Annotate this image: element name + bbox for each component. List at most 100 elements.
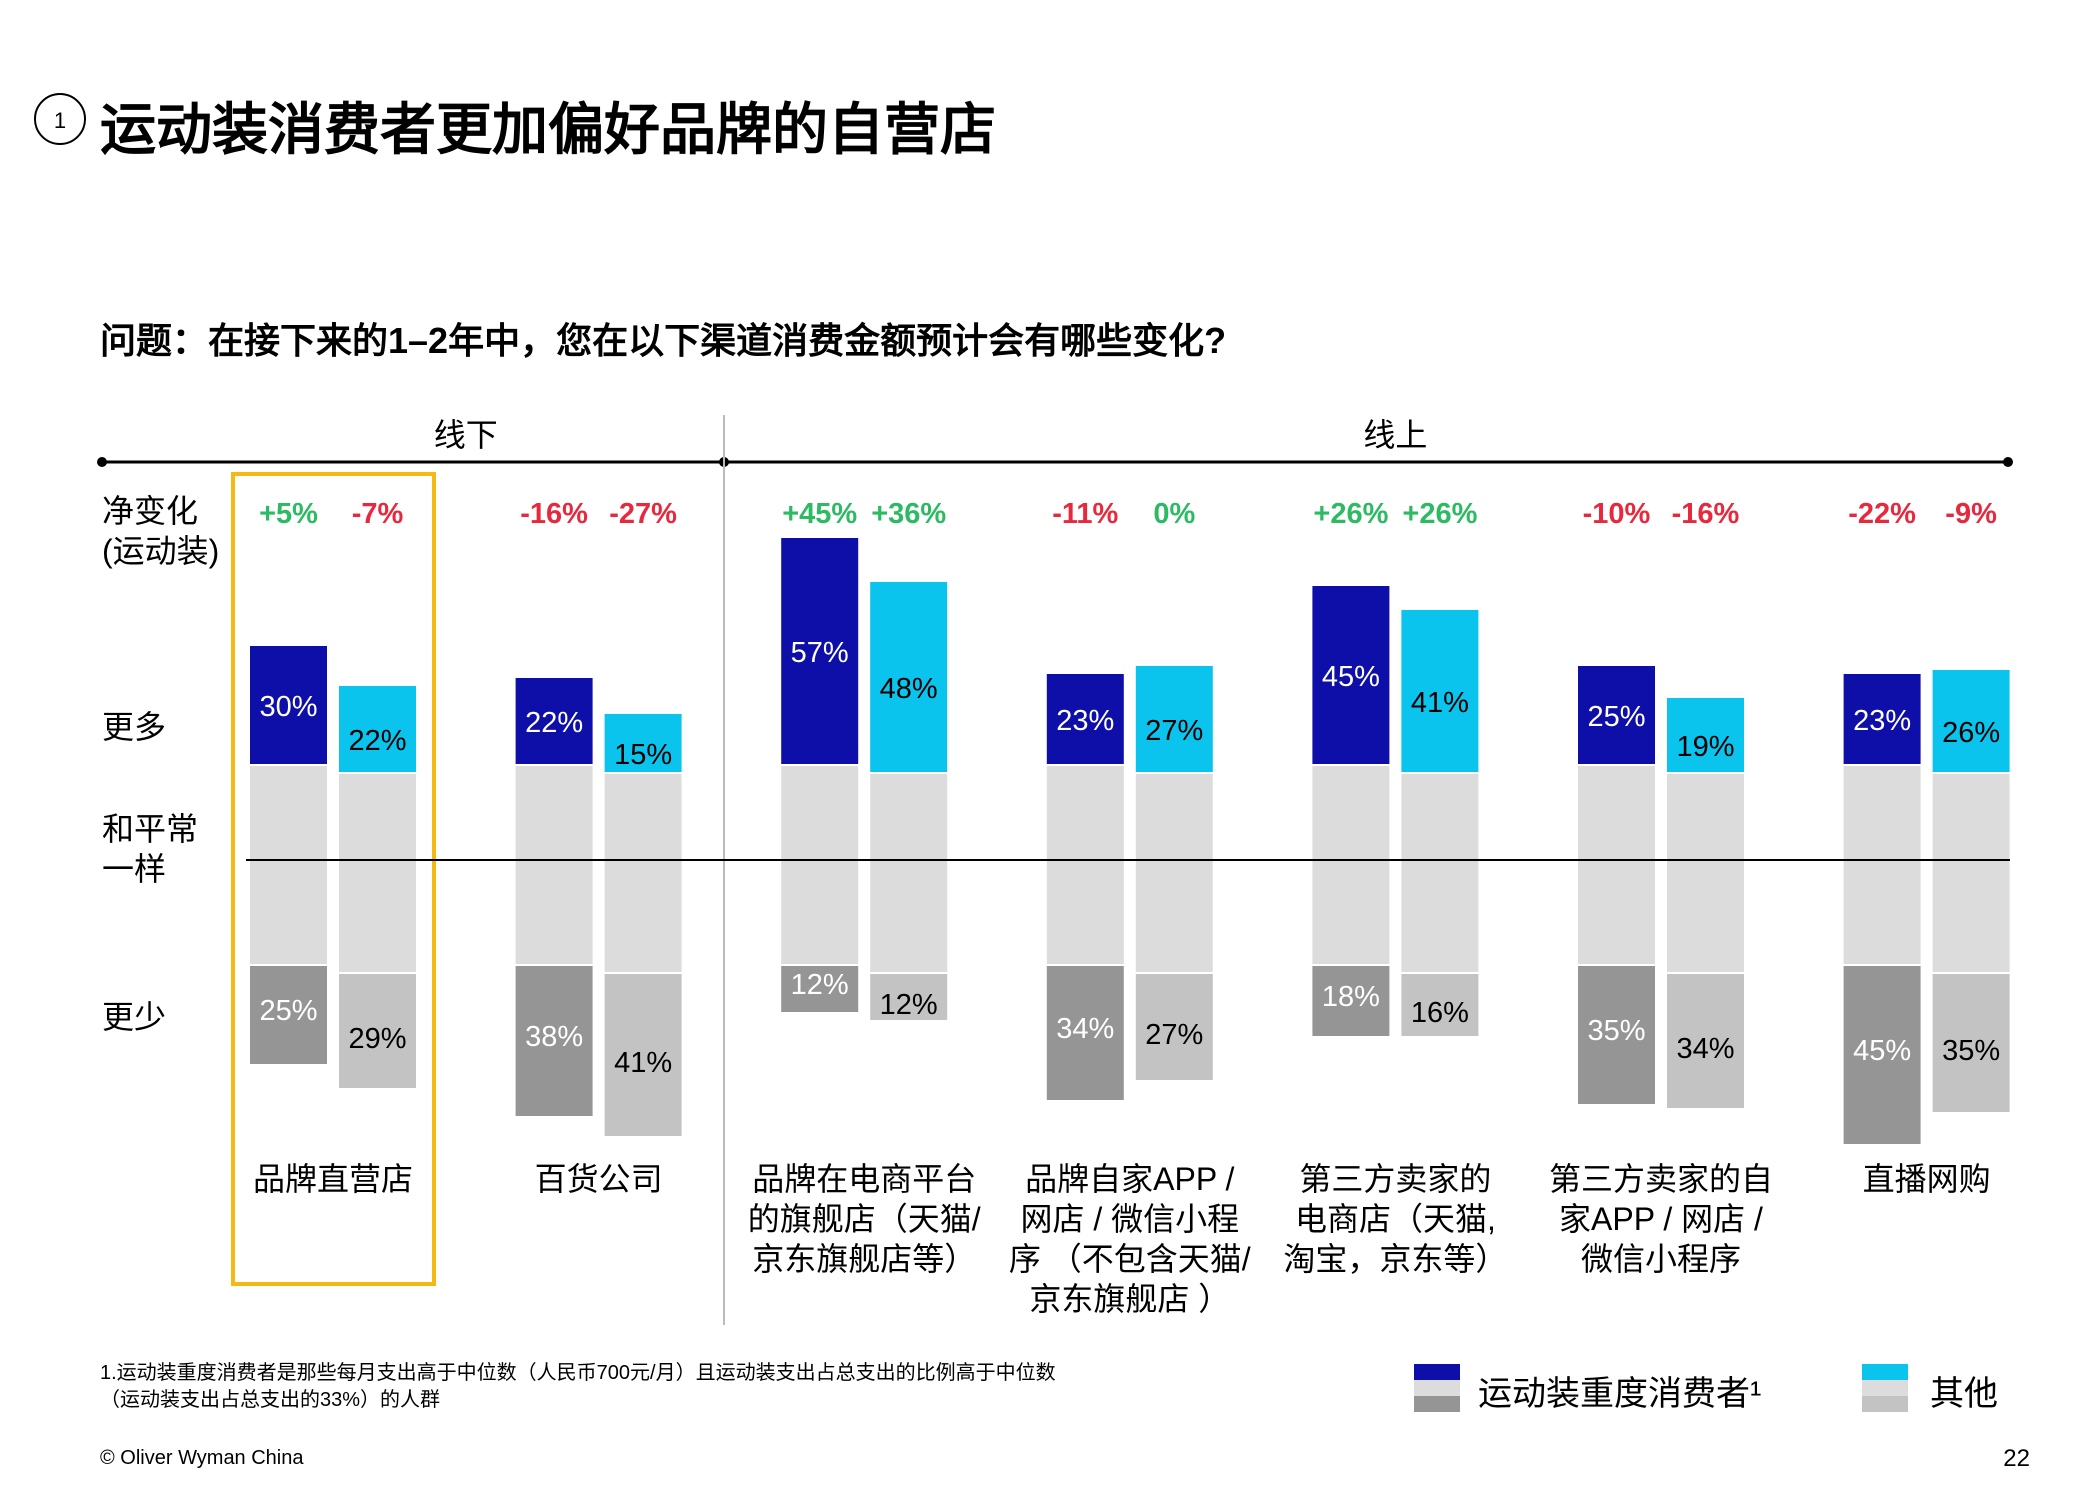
bar-same-6-heavy [1841, 764, 1923, 966]
bar-less-6-other [1930, 972, 2012, 1114]
bar-same-3-heavy [1044, 764, 1126, 966]
group-label-1: 线上 [1363, 417, 1427, 453]
label-less-1-heavy: 38% [525, 1021, 583, 1053]
label-more-1-heavy: 22% [525, 707, 583, 739]
legend-label-other: 其他 [1930, 1375, 1998, 1413]
category-label-3-line-3: 京东旗舰店 ） [1029, 1281, 1230, 1317]
bar-less-2-other [868, 972, 950, 1022]
bar-more-1-other [602, 712, 684, 774]
legend-swatch-other [1862, 1364, 1908, 1412]
label-less-2-other: 12% [880, 989, 938, 1021]
category-label-3-line-0: 品牌自家APP / [1025, 1161, 1234, 1197]
legend-swatch-heavy [1414, 1364, 1460, 1412]
category-label-6-line-0: 直播网购 [1863, 1161, 1991, 1197]
net-change-6-heavy: -22% [1848, 498, 1916, 530]
bar-same-5-heavy [1576, 764, 1657, 966]
category-label-0-line-0: 品牌直营店 [253, 1161, 413, 1197]
category-label-2-line-1: 的旗舰店（天猫/ [748, 1201, 981, 1237]
bar-less-2-heavy [779, 964, 861, 1014]
bar-more-3-other [1133, 664, 1215, 774]
category-label-5-line-1: 家APP / 网店 / [1559, 1201, 1763, 1237]
page-number: 22 [2003, 1445, 2030, 1472]
net-change-3-other: 0% [1153, 498, 1195, 530]
bar-same-2-other [868, 772, 950, 974]
net-change-2-heavy: +45% [782, 498, 857, 530]
row-label-less-line-0: 更少 [102, 999, 166, 1035]
label-less-0-other: 29% [348, 1023, 406, 1055]
bar-less-5-heavy [1576, 964, 1657, 1106]
bar-more-3-heavy [1044, 672, 1126, 766]
label-less-6-heavy: 45% [1853, 1035, 1911, 1067]
bar-more-4-other [1399, 608, 1481, 774]
title-number-badge: 1 [34, 93, 86, 145]
label-less-3-other: 27% [1145, 1019, 1203, 1051]
label-less-3-heavy: 34% [1056, 1013, 1114, 1045]
bar-same-3-other [1133, 772, 1215, 974]
row-label-net-line-0: 净变化 [102, 493, 198, 529]
bar-same-1-other [602, 772, 684, 974]
category-label-5-line-2: 微信小程序 [1581, 1241, 1741, 1277]
label-less-4-other: 16% [1411, 997, 1469, 1029]
bar-less-4-other [1399, 972, 1481, 1038]
label-more-6-other: 26% [1942, 717, 2000, 749]
page-title: 运动装消费者更加偏好品牌的自营店 [100, 98, 996, 161]
legend-label-heavy: 运动装重度消费者¹ [1478, 1375, 1762, 1413]
bar-less-3-other [1133, 972, 1215, 1082]
bar-less-0-heavy [248, 964, 329, 1066]
label-more-3-other: 27% [1145, 715, 1203, 747]
category-label-3-line-2: 序 （不包含天猫/ [1009, 1241, 1251, 1277]
label-less-0-heavy: 25% [259, 995, 317, 1027]
label-more-2-other: 48% [880, 673, 938, 705]
label-more-0-other: 22% [348, 725, 406, 757]
bar-more-2-heavy [779, 536, 861, 766]
bar-more-4-heavy [1310, 584, 1392, 766]
bar-same-5-other [1665, 772, 1746, 974]
bar-less-5-other [1665, 972, 1746, 1110]
label-more-4-heavy: 45% [1322, 661, 1380, 693]
label-more-4-other: 41% [1411, 687, 1469, 719]
net-change-4-heavy: +26% [1313, 498, 1388, 530]
group-line-dot-right [2003, 457, 2013, 467]
label-more-0-heavy: 30% [259, 691, 317, 723]
bar-more-5-other [1665, 696, 1746, 774]
net-change-2-other: +36% [871, 498, 946, 530]
label-more-5-heavy: 25% [1587, 701, 1645, 733]
net-change-0-other: -7% [352, 498, 404, 530]
net-change-5-heavy: -10% [1583, 498, 1651, 530]
bar-same-4-heavy [1310, 764, 1392, 966]
bar-less-3-heavy [1044, 964, 1126, 1102]
bar-same-6-other [1930, 772, 2012, 974]
label-more-2-heavy: 57% [791, 637, 849, 669]
survey-question: 问题：在接下来的1–2年中，您在以下渠道消费金额预计会有哪些变化? [100, 320, 1227, 361]
bar-more-0-other [337, 684, 418, 774]
bar-same-0-heavy [248, 764, 329, 966]
label-more-5-other: 19% [1676, 731, 1734, 763]
net-change-1-heavy: -16% [520, 498, 588, 530]
row-label-same-line-1: 一样 [102, 851, 166, 887]
bar-more-0-heavy [248, 644, 329, 766]
category-label-4-line-2: 淘宝，京东等） [1283, 1241, 1507, 1277]
bar-more-6-other [1930, 668, 2012, 774]
net-change-5-other: -16% [1672, 498, 1740, 530]
highlight-box [231, 472, 436, 1286]
label-less-5-heavy: 35% [1587, 1015, 1645, 1047]
label-less-5-other: 34% [1676, 1033, 1734, 1065]
row-label-same-line-0: 和平常 [102, 811, 198, 847]
label-less-1-other: 41% [614, 1047, 672, 1079]
category-label-4-line-1: 电商店（天猫, [1295, 1201, 1496, 1237]
bar-less-4-heavy [1310, 964, 1392, 1038]
bar-less-1-heavy [513, 964, 595, 1118]
label-less-4-heavy: 18% [1322, 981, 1380, 1013]
label-less-6-other: 35% [1942, 1035, 2000, 1067]
bar-same-4-other [1399, 772, 1481, 974]
group-label-0: 线下 [434, 417, 498, 453]
net-change-3-heavy: -11% [1052, 498, 1118, 530]
label-more-1-other: 15% [614, 739, 672, 771]
row-label-more-line-0: 更多 [102, 709, 166, 745]
net-change-0-heavy: +5% [259, 498, 318, 530]
bar-less-1-other [602, 972, 684, 1138]
copyright: © Oliver Wyman China [100, 1447, 304, 1469]
net-change-4-other: +26% [1402, 498, 1477, 530]
label-less-2-heavy: 12% [791, 969, 849, 1001]
